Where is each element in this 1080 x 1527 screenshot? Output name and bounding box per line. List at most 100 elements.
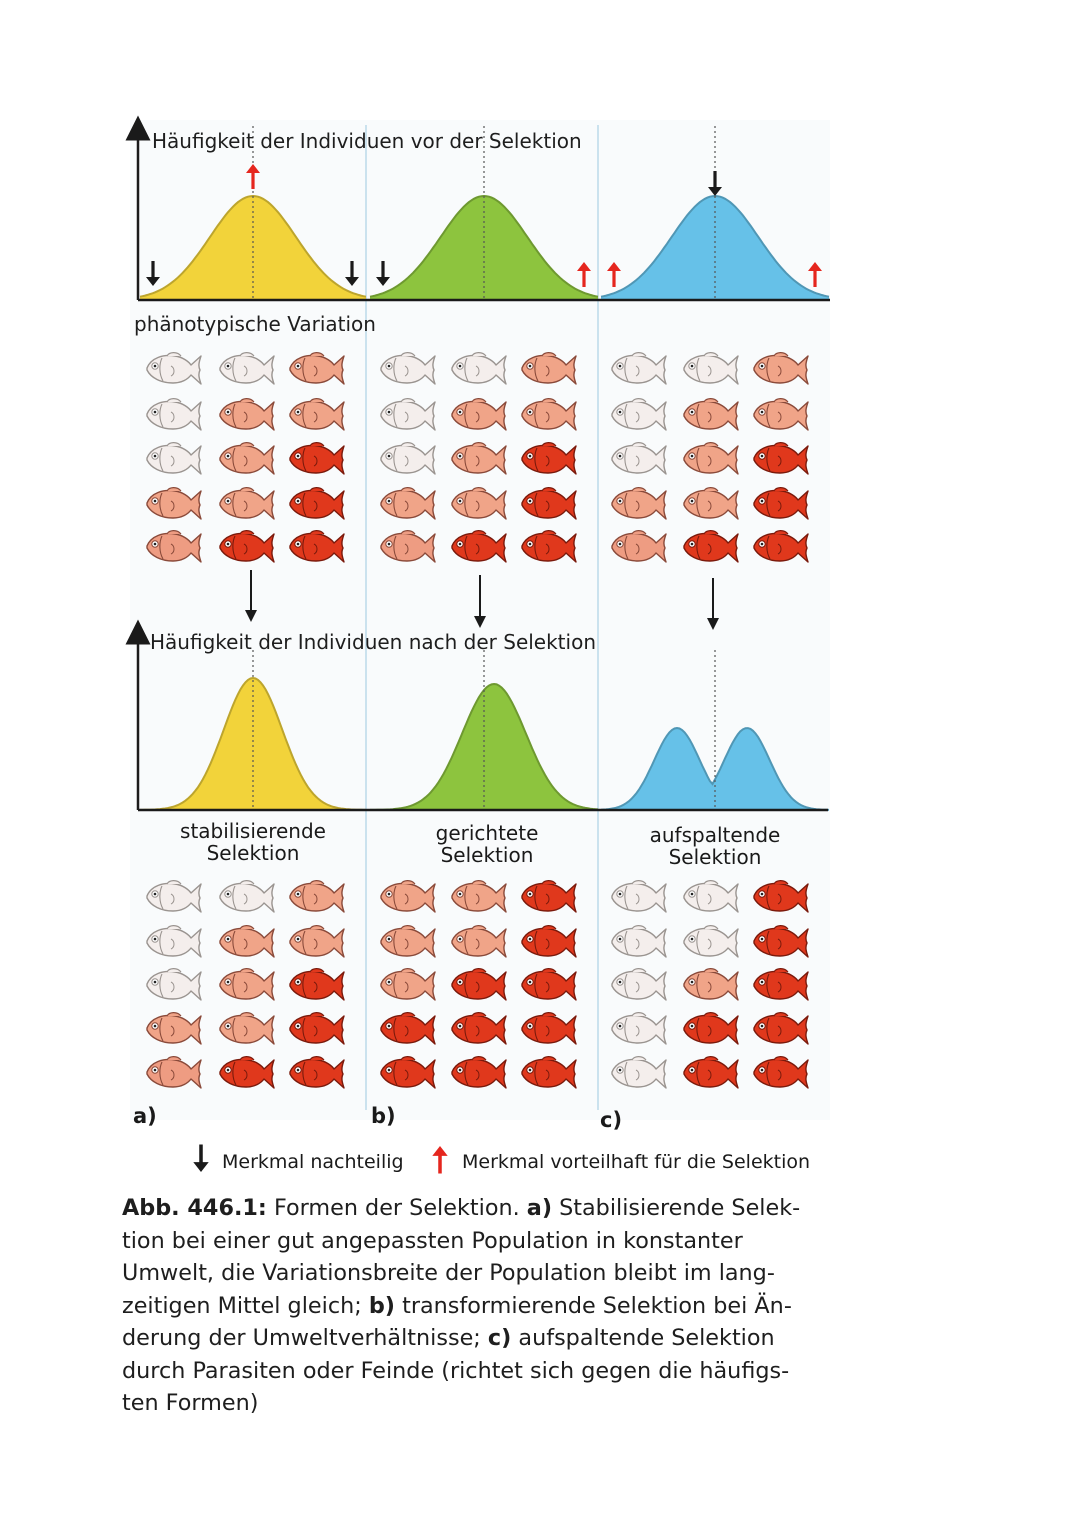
- marker-disadvantageous-left-tail-0: [146, 261, 160, 286]
- stage-arrow-2: [707, 578, 719, 630]
- fish-after-2-4-1: [683, 1056, 739, 1089]
- fish-before-1-3-2: [521, 487, 577, 520]
- fish-before-0-4-0: [146, 530, 202, 563]
- legend-disadvantageous-label: Merkmal nachteilig: [222, 1151, 404, 1173]
- caption-line-6: durch Parasiten oder Feinde (richtet sic…: [122, 1357, 790, 1384]
- figure-caption: Abb. 446.1: Formen der Selektion. a) Sta…: [122, 1192, 822, 1420]
- fish-after-1-2-0: [380, 968, 436, 1001]
- fish-before-2-1-2: [753, 398, 809, 431]
- x-axis-label: phänotypische Variation: [134, 312, 376, 336]
- caption-line-2: tion bei einer gut angepassten Populatio…: [122, 1227, 743, 1254]
- panel-a-title: stabilisierende Selektion: [160, 820, 346, 864]
- fish-after-1-3-2: [521, 1012, 577, 1045]
- fish-before-2-4-2: [753, 530, 809, 563]
- fish-before-1-1-0: [380, 398, 436, 431]
- caption-line-3: Umwelt, die Variationsbreite der Populat…: [122, 1260, 775, 1286]
- fish-after-1-4-0: [380, 1056, 436, 1089]
- fish-before-0-4-1: [219, 530, 275, 563]
- fish-before-0-1-2: [289, 398, 345, 431]
- fish-after-0-0-2: [289, 880, 345, 913]
- curve-after-fill-0: [140, 678, 366, 810]
- caption-line-4-rest: transformierende Selektion bei Än-: [402, 1292, 792, 1319]
- fish-before-0-0-2: [289, 352, 345, 385]
- panel-b-title: gerichtete Selektion: [394, 822, 580, 866]
- fish-before-2-1-1: [683, 398, 739, 431]
- fish-after-2-0-1: [683, 880, 739, 913]
- fish-after-2-1-1: [683, 925, 739, 958]
- fish-before-0-4-2: [289, 530, 345, 563]
- fish-after-2-1-2: [753, 925, 809, 958]
- fish-before-1-3-0: [380, 487, 436, 520]
- fish-after-1-1-1: [451, 925, 507, 958]
- fish-after-0-1-0: [146, 925, 202, 958]
- fish-before-1-2-0: [380, 442, 436, 475]
- fish-before-0-2-0: [146, 442, 202, 475]
- fish-before-2-3-1: [683, 487, 739, 520]
- fish-before-1-1-1: [451, 398, 507, 431]
- fish-after-0-0-0: [146, 880, 202, 913]
- stage-arrow-0: [245, 570, 257, 622]
- fish-after-2-2-2: [753, 968, 809, 1001]
- fish-after-0-1-1: [219, 925, 275, 958]
- panel-b-title-line2: Selektion: [440, 843, 534, 867]
- caption-line-5-rest: aufspaltende Selektion: [518, 1325, 775, 1351]
- fish-before-1-4-2: [521, 530, 577, 563]
- fish-before-2-4-0: [611, 530, 667, 563]
- marker-advantageous-peak-0: [246, 164, 260, 189]
- fish-after-2-3-0: [611, 1012, 667, 1045]
- fish-after-2-3-1: [683, 1012, 739, 1045]
- fish-after-0-2-1: [219, 968, 275, 1001]
- fish-before-2-2-2: [753, 442, 809, 475]
- marker-disadvantageous-right-tail-0: [345, 261, 359, 286]
- caption-line-4-start: zeitigen Mittel gleich;: [122, 1292, 362, 1319]
- fish-before-2-3-2: [753, 487, 809, 520]
- caption-title: Formen der Selektion.: [273, 1195, 520, 1221]
- fish-before-1-1-2: [521, 398, 577, 431]
- fish-before-1-0-0: [380, 352, 436, 385]
- legend-disadvantageous-arrow-icon: [193, 1144, 209, 1172]
- fish-before-0-1-1: [219, 398, 275, 431]
- curve-after-outline-0: [140, 676, 366, 811]
- panel-a-letter: a): [133, 1104, 157, 1128]
- marker-disadvantageous-left-tail-1: [376, 261, 390, 286]
- panel-c-title-line2: Selektion: [668, 845, 762, 869]
- fish-before-1-4-0: [380, 530, 436, 563]
- fish-after-1-1-0: [380, 925, 436, 958]
- fish-after-2-4-2: [753, 1056, 809, 1089]
- fish-after-0-0-1: [219, 880, 275, 913]
- fish-before-2-0-1: [683, 352, 739, 385]
- fish-after-1-4-2: [521, 1056, 577, 1089]
- fish-after-0-3-1: [219, 1012, 275, 1045]
- fish-before-0-2-1: [219, 442, 275, 475]
- fish-before-2-2-0: [611, 442, 667, 475]
- fish-after-2-2-1: [683, 968, 739, 1001]
- fish-after-0-2-2: [289, 968, 345, 1001]
- fish-before-0-0-1: [219, 352, 275, 385]
- fish-after-0-4-2: [289, 1056, 345, 1089]
- fish-before-0-2-2: [289, 442, 345, 475]
- fish-after-0-3-0: [146, 1012, 202, 1045]
- fish-after-2-4-0: [611, 1056, 667, 1089]
- caption-line-5-start: derung der Umweltverhältnisse;: [122, 1325, 481, 1351]
- fish-before-1-3-1: [451, 487, 507, 520]
- fish-before-0-0-0: [146, 352, 202, 385]
- top-axis-label: Häufigkeit der Individuen vor der Selekt…: [152, 129, 582, 153]
- fish-after-2-3-2: [753, 1012, 809, 1045]
- fish-after-1-1-2: [521, 925, 577, 958]
- caption-line-7: ten Formen): [122, 1390, 259, 1416]
- fish-after-1-0-0: [380, 880, 436, 913]
- fish-before-2-2-1: [683, 442, 739, 475]
- fish-after-1-4-1: [451, 1056, 507, 1089]
- fish-before-1-2-2: [521, 442, 577, 475]
- fish-before-0-3-1: [219, 487, 275, 520]
- fish-before-0-1-0: [146, 398, 202, 431]
- marker-advantageous-left-tail-2: [607, 262, 621, 287]
- fish-after-1-0-1: [451, 880, 507, 913]
- caption-line-5: derung der Umweltverhältnisse; c) aufspa…: [122, 1322, 822, 1355]
- legend-advantageous-arrow-icon: [432, 1146, 448, 1174]
- legend-advantageous-label: Merkmal vorteilhaft für die Selektion: [462, 1151, 811, 1173]
- caption-marker-a: a): [526, 1195, 553, 1221]
- panel-b-title-line1: gerichtete: [435, 821, 539, 845]
- fish-after-1-3-1: [451, 1012, 507, 1045]
